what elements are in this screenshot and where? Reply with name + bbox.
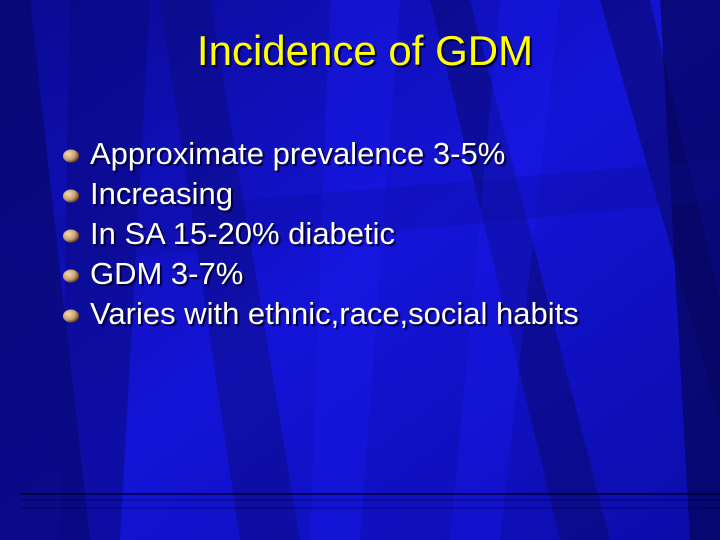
bullet-sphere-icon: [63, 269, 79, 283]
bullet-item: GDM 3-7%: [62, 254, 622, 294]
bullet-text: GDM 3-7%: [90, 256, 244, 291]
bullet-sphere-icon: [63, 229, 79, 243]
bullet-text: Approximate prevalence 3-5%: [90, 136, 506, 171]
bullet-text: Varies with ethnic,race,social habits: [90, 296, 579, 331]
bullet-item: Approximate prevalence 3-5%: [62, 134, 622, 174]
bullet-item: Varies with ethnic,race,social habits: [62, 294, 622, 334]
bullet-item: Increasing: [62, 174, 622, 214]
slide-title: Incidence of GDM: [196, 27, 534, 74]
bullet-item: In SA 15-20% diabetic: [62, 214, 622, 254]
bullet-text: Increasing: [90, 176, 234, 211]
bullet-text: In SA 15-20% diabetic: [90, 216, 396, 251]
bullet-sphere-icon: [63, 309, 79, 323]
bullet-sphere-icon: [63, 189, 79, 203]
bullet-list: Approximate prevalence 3-5% Increasing I…: [62, 134, 622, 334]
bullet-sphere-icon: [63, 149, 79, 163]
